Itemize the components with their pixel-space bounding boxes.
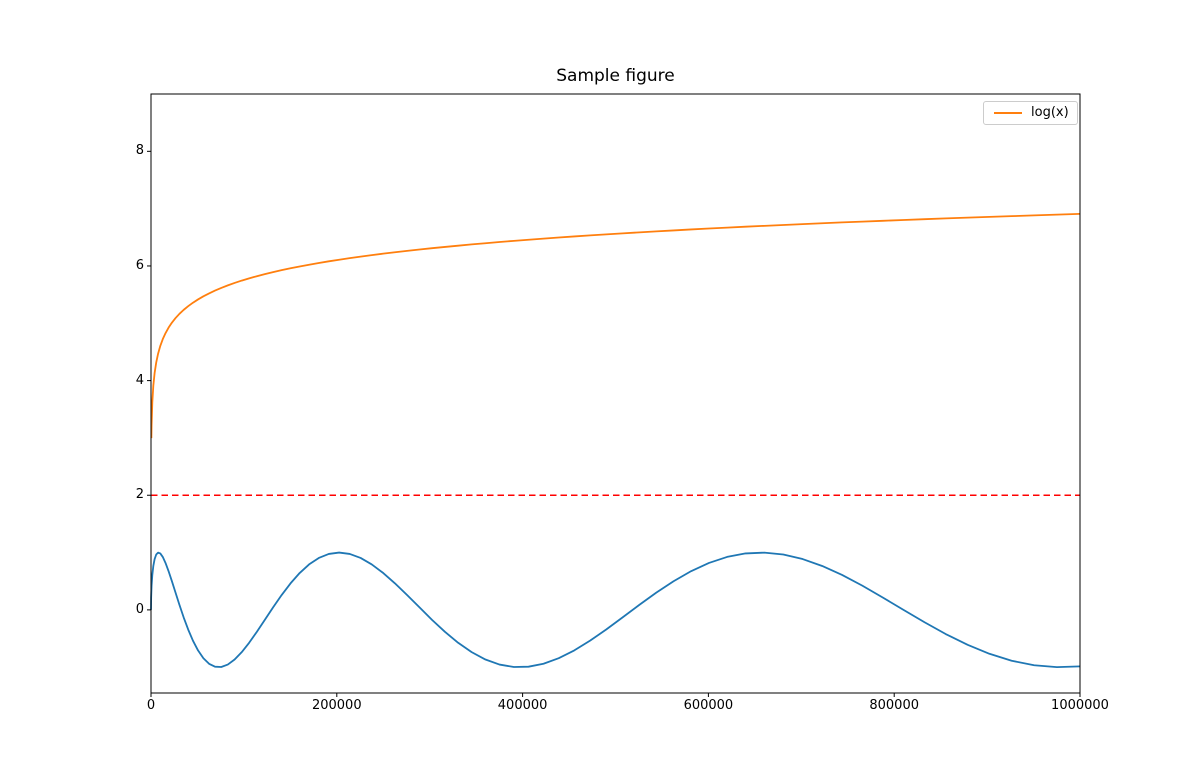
legend-label: log(x) [1031, 105, 1069, 120]
y-tick-label: 0 [135, 601, 144, 617]
legend-box: log(x) [983, 101, 1078, 125]
x-tick-label: 0 [146, 698, 156, 713]
y-tick-label: 8 [135, 143, 144, 159]
x-tick-label: 1000000 [1051, 698, 1109, 713]
legend-entry: log(x) [994, 106, 1069, 120]
y-tick-label: 4 [135, 372, 144, 388]
axes-spines [150, 93, 1081, 694]
x-tick-label: 400000 [497, 698, 548, 713]
y-tick-label: 2 [135, 487, 144, 503]
y-tick-label: 6 [135, 257, 144, 273]
x-tick-label: 600000 [683, 698, 734, 713]
chart-title: Sample figure [556, 66, 675, 86]
legend-line-swatch [994, 112, 1022, 114]
series-line-sin-sqrt-x [150, 551, 1081, 669]
x-tick-label: 200000 [311, 698, 362, 713]
x-tick-label: 800000 [869, 698, 920, 713]
series-line-log-x [150, 213, 1081, 439]
